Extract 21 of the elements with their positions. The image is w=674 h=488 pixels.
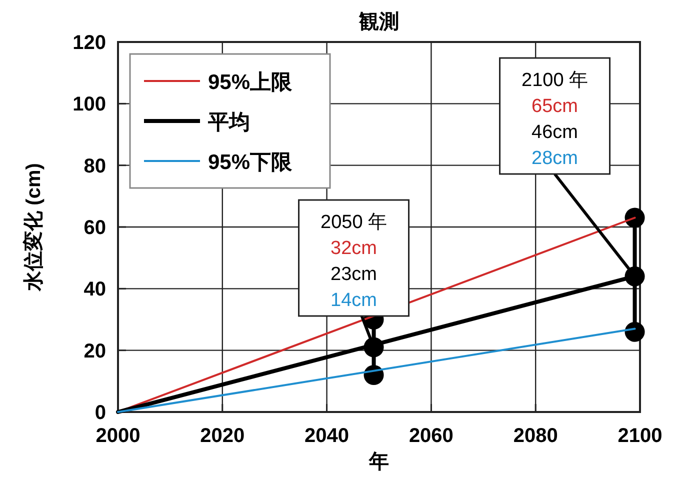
- x-tick-label: 2100: [618, 425, 662, 447]
- y-tick-label: 80: [84, 155, 106, 178]
- y-tick-label: 100: [72, 94, 106, 116]
- x-tick-label: 2060: [408, 425, 454, 447]
- y-tick-label: 60: [84, 217, 106, 239]
- annotation: 2050 年 32cm 23cm 14cm: [320, 212, 388, 311]
- x-tick-label: 2000: [96, 425, 140, 447]
- y-axis-title: 水位変化 (cm): [22, 163, 45, 292]
- y-tick-label: 120: [72, 32, 106, 54]
- y-tick-label: 0: [94, 402, 106, 424]
- y-tick-label: 40: [84, 278, 106, 301]
- legend-label: 平均: [207, 111, 250, 134]
- x-tick-label: 2040: [304, 425, 350, 447]
- x-axis-title: 年: [368, 451, 389, 473]
- annotation: 2100 年 65cm 46cm 28cm: [522, 70, 588, 169]
- x-tick-label: 2020: [200, 425, 245, 447]
- legend-label: 95%上限: [208, 71, 294, 94]
- legend-label: 95%下限: [208, 151, 294, 174]
- y-tick-label: 20: [84, 340, 106, 362]
- x-tick-label: 2080: [513, 425, 558, 447]
- chart-title: 観測: [358, 11, 399, 33]
